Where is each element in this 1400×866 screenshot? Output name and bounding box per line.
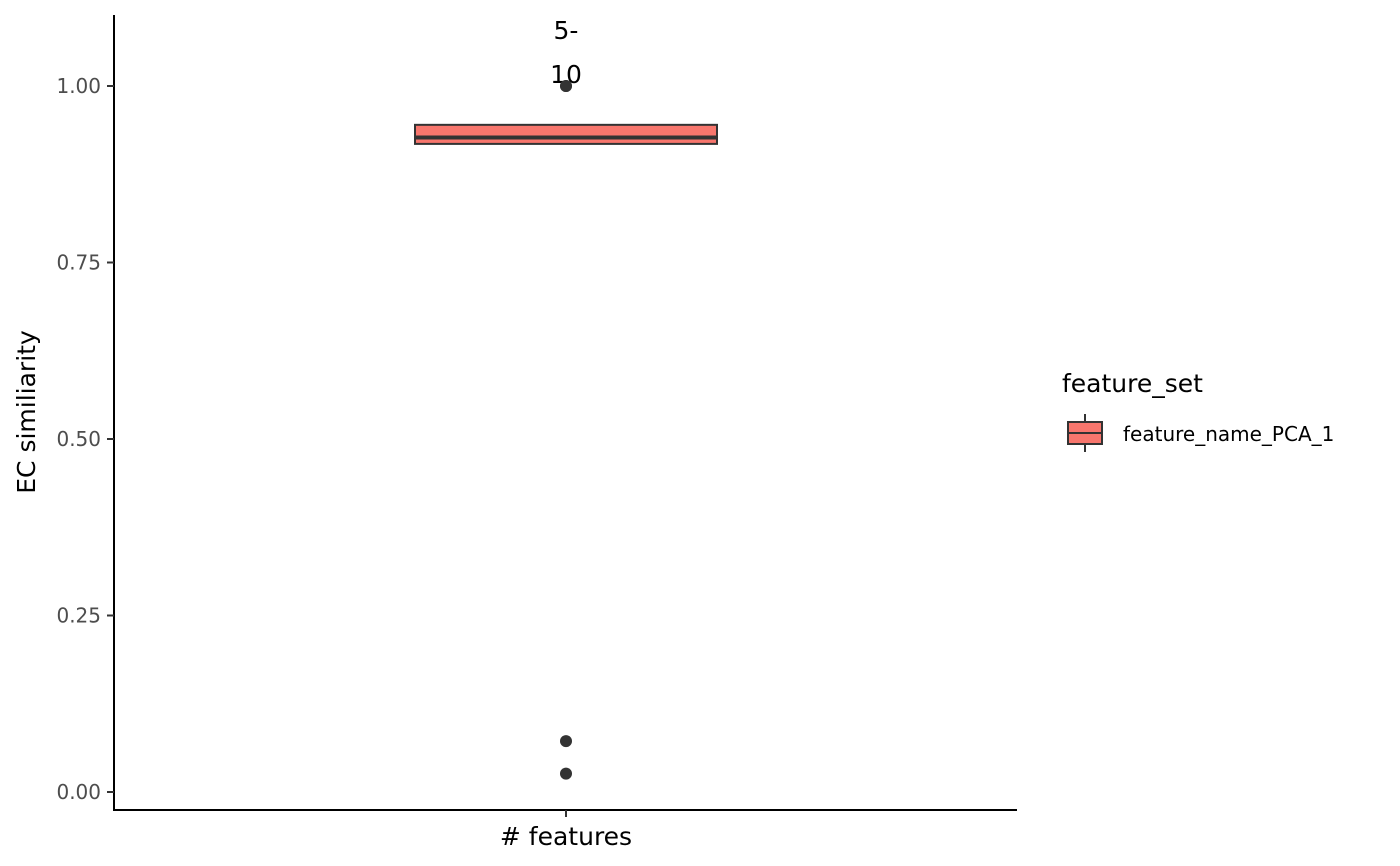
y-axis-title: EC similiarity	[12, 330, 41, 494]
panel-label-line-1: 5-	[554, 16, 579, 45]
x-axis-title: # features	[500, 822, 632, 851]
y-axis-ticks: 0.00 0.25 0.50 0.75 1.00	[56, 74, 114, 804]
outlier-point	[560, 735, 572, 748]
outlier-point	[560, 80, 572, 92]
y-tick-label: 0.75	[56, 251, 101, 275]
y-tick-label: 0.00	[56, 780, 101, 804]
legend-entry-label: feature_name_PCA_1	[1123, 422, 1334, 446]
outlier-point	[560, 767, 572, 780]
y-tick-label: 0.50	[56, 427, 101, 451]
legend: feature_set feature_name_PCA_1	[1062, 369, 1334, 452]
legend-title: feature_set	[1062, 369, 1203, 398]
box-body	[414, 123, 718, 145]
y-tick-label: 1.00	[56, 74, 101, 98]
y-tick-label: 0.25	[56, 604, 101, 628]
box-series	[414, 80, 718, 780]
